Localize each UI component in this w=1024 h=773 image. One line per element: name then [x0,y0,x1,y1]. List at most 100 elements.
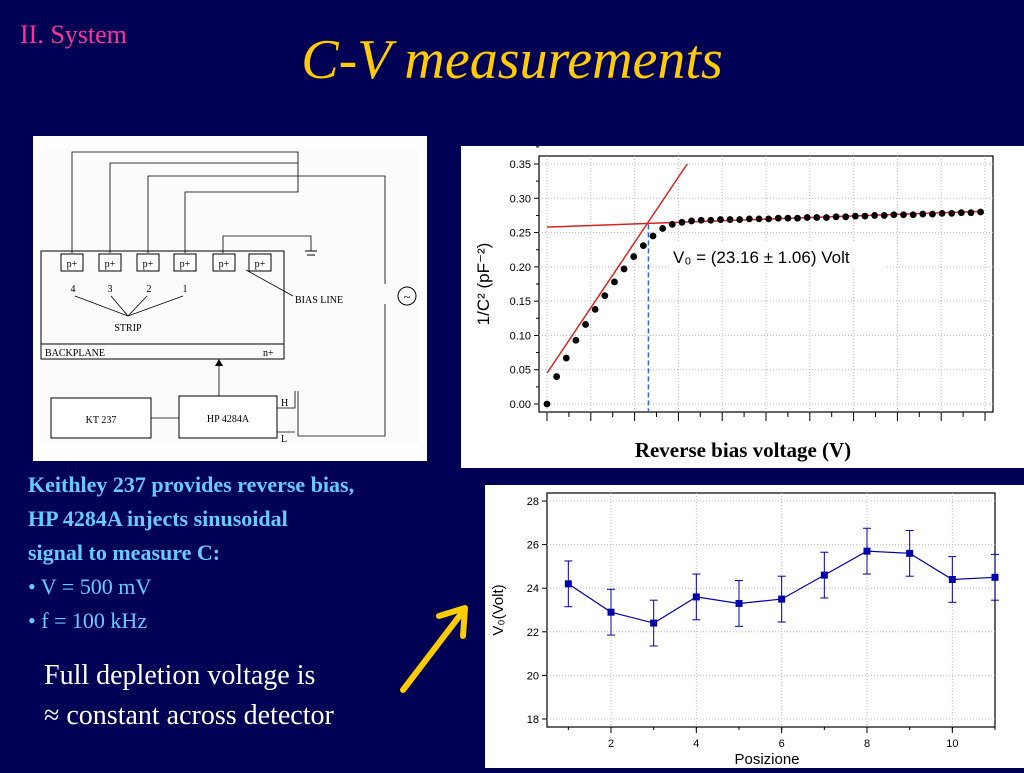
data-point [755,215,763,223]
data-point [778,595,786,603]
data-point [823,214,830,221]
x-tick-label: 8 [864,738,870,750]
data-point [919,210,927,218]
data-point [957,209,965,217]
data-point [880,212,888,219]
data-point [977,208,985,216]
data-point [736,216,744,223]
data-point [774,214,782,222]
hp-box [178,395,278,439]
section-label: II. System [20,20,127,49]
data-point [851,212,859,220]
y-tick-label: 28 [527,496,539,508]
data-point [948,575,956,583]
data-point [909,211,917,219]
data-point [562,354,570,362]
v0-annotation: V₀ = (23.16 ± 1.06) Volt [673,248,850,267]
n-plus-label: n+ [263,348,274,359]
strip-number: 2 [147,284,152,295]
hp-label: HP 4284A [207,414,250,425]
data-point [639,242,647,249]
strip-number: 3 [108,284,113,295]
data-point [620,265,628,273]
plateau-fit-line [546,210,981,228]
data-point [820,571,828,579]
data-point [871,212,879,219]
y-tick-label: 0.10 [510,330,531,342]
cv-y-axis-label: 1/C² (pF⁻²) [474,243,493,326]
y-tick-label: 0.30 [510,193,531,205]
description-line: HP 4284A injects sinusoidal [28,506,288,531]
data-point [813,214,821,221]
data-point [991,573,999,581]
conclusion-text: Full depletion voltage is ≈ constant acr… [44,656,464,736]
data-point [948,209,956,217]
data-point [906,549,914,557]
ac-source-symbol: ~ [403,289,410,304]
x-tick-label: 4 [693,738,699,750]
y-tick-label: 0.15 [510,296,531,308]
data-point [863,547,871,555]
v0-y-axis-label: V₀(Volt) [490,584,507,635]
data-point [726,216,734,223]
y-tick-label: 22 [527,627,539,639]
data-point [630,253,638,260]
data-point [659,225,667,232]
pointer-arrow-icon [400,605,468,693]
pad-label: p+ [255,259,266,270]
data-point [649,232,657,240]
data-point [967,209,975,217]
data-point [572,336,580,344]
backplane-label: BACKPLANE [45,348,105,359]
y-tick-label: 18 [527,714,539,726]
description-line: signal to measure C: [28,540,221,565]
data-point [890,211,898,219]
strip-label: STRIP [114,323,142,334]
cv-chart: 0.00 0.05 0.10 0.15 0.20 0.25 0.30 0.35 V₀ = (2… [461,77,1024,468]
x-tick-label: 10 [946,738,958,750]
data-point [784,214,792,222]
data-point [938,209,946,217]
data-point [803,214,811,221]
data-point [707,216,715,224]
data-point [900,211,907,219]
strip-number: 1 [183,284,188,295]
data-point [668,220,676,228]
x-tick-label: 6 [779,738,785,750]
data-point [735,599,743,607]
x-tick-label: 2 [608,738,614,750]
data-point [832,213,840,221]
v0-x-axis-label: Posizione [734,751,799,768]
y-tick-label: 20 [527,670,539,682]
y-tick-label: 26 [527,540,539,552]
bias-line-label: BIAS LINE [295,295,343,306]
data-point [861,212,869,220]
frequency-bullet: • f = 100 kHz [28,608,148,633]
h-terminal-label: H [281,398,288,409]
pad-label: p+ [180,259,191,270]
description-line: Keithley 237 provides reverse bias, [28,472,355,497]
conclusion-line: Full depletion voltage is [44,660,316,691]
data-point [591,305,599,313]
data-point [929,210,936,218]
kt-label: KT 237 [86,415,117,426]
y-tick-label: 0.00 [510,399,531,411]
cv-x-axis-label: Reverse bias voltage (V) [635,438,851,462]
v0-plot-area [546,492,996,728]
data-point [650,619,658,627]
y-tick-label: 24 [527,583,539,595]
y-tick-label: 0.35 [510,159,531,171]
conclusion-line: ≈ constant across detector [44,700,334,731]
data-point [717,216,724,223]
v0-position-chart: 18 20 22 24 26 28 2 4 6 8 10 V₀(Volt) Posizione [485,485,1024,768]
rise-fit-line [546,163,688,374]
data-point [842,213,850,221]
pad-label: p+ [143,259,154,270]
data-point [678,218,686,226]
data-point [794,214,801,222]
data-point [553,373,561,380]
circuit-diagram: p+ p+ p+ p+ p+ p+ 4 3 2 1 STRIP BIAS LIN… [33,136,427,461]
data-point [601,292,609,300]
y-tick-label: 0.20 [510,262,531,274]
data-point [582,321,589,328]
